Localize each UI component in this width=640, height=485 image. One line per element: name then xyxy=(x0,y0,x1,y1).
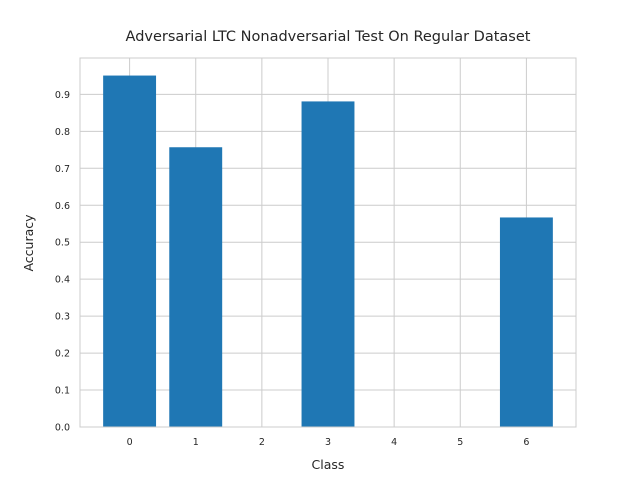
y-tick-label: 0.4 xyxy=(55,275,70,286)
y-tick-label: 0.5 xyxy=(55,238,70,249)
y-tick-label: 0.7 xyxy=(55,164,70,175)
bar-class-0 xyxy=(103,75,157,427)
bar-class-3 xyxy=(301,101,355,427)
y-axis-ticks: 0.0 0.1 0.2 0.3 0.4 0.5 0.6 0.7 0.8 0.9 xyxy=(55,90,70,434)
y-tick-label: 0.1 xyxy=(55,386,70,397)
x-axis-label: Class xyxy=(312,457,345,472)
bars xyxy=(103,75,553,427)
y-tick-label: 0.2 xyxy=(55,349,70,360)
bar-class-6 xyxy=(499,217,553,427)
y-tick-label: 0.6 xyxy=(55,201,70,212)
x-tick-label: 2 xyxy=(259,437,265,448)
x-tick-label: 6 xyxy=(523,437,529,448)
y-tick-label: 0.0 xyxy=(55,423,70,434)
bar-class-1 xyxy=(169,147,223,427)
x-axis-ticks: 0 1 2 3 4 5 6 xyxy=(127,437,530,448)
x-tick-label: 5 xyxy=(457,437,463,448)
x-tick-label: 0 xyxy=(127,437,133,448)
chart-title: Adversarial LTC Nonadversarial Test On R… xyxy=(126,29,531,45)
plot-frame xyxy=(79,57,577,428)
x-tick-label: 1 xyxy=(193,437,199,448)
y-tick-label: 0.3 xyxy=(55,312,70,323)
y-axis-label: Accuracy xyxy=(21,214,36,272)
x-tick-label: 3 xyxy=(325,437,331,448)
x-tick-label: 4 xyxy=(391,437,397,448)
y-tick-label: 0.9 xyxy=(55,90,70,101)
y-tick-label: 0.8 xyxy=(55,127,70,138)
